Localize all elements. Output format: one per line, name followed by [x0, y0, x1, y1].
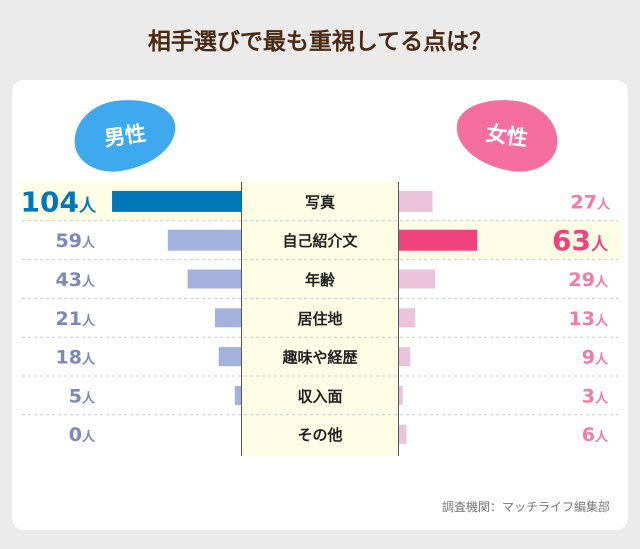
value-label-male: 21人 [56, 308, 96, 330]
bar-male [214, 308, 241, 328]
bar-male [167, 229, 241, 251]
bar-male [218, 347, 241, 367]
value-label-male: 43人 [56, 269, 96, 291]
value-label-female: 27人 [571, 191, 611, 213]
value-label-male: 0人 [69, 424, 96, 446]
category-column [241, 182, 399, 456]
chart-title: 相手選びで最も重視してる点は？ [147, 29, 493, 55]
value-label-male: 104人 [21, 185, 97, 218]
bar-female [399, 308, 416, 328]
category-label: 収入面 [297, 387, 342, 405]
category-label: 写真 [305, 193, 335, 211]
category-label: 趣味や経歴 [281, 349, 357, 367]
value-label-male: 18人 [56, 347, 96, 369]
bar-female [399, 229, 478, 251]
category-label: その他 [297, 426, 342, 444]
bar-female [399, 269, 435, 289]
value-label-female: 29人 [569, 269, 609, 291]
bar-male [234, 385, 241, 405]
source-note: 調査機関：マッチライフ編集部 [441, 500, 610, 514]
bar-female [399, 385, 403, 405]
value-label-female: 3人 [582, 385, 609, 407]
category-label: 自己紹介文 [282, 232, 358, 250]
value-label-female: 6人 [582, 424, 609, 446]
value-label-male: 5人 [69, 385, 96, 407]
bar-male [112, 190, 241, 212]
bar-female [399, 190, 433, 212]
category-label: 居住地 [297, 310, 342, 328]
value-label-male: 59人 [56, 230, 96, 252]
value-label-female: 13人 [569, 308, 609, 330]
bar-male [187, 269, 241, 289]
category-label: 年齢 [305, 271, 336, 289]
value-label-female: 9人 [582, 347, 609, 369]
bar-female [399, 424, 407, 444]
bar-female [399, 347, 411, 367]
value-label-female: 63人 [552, 224, 609, 257]
